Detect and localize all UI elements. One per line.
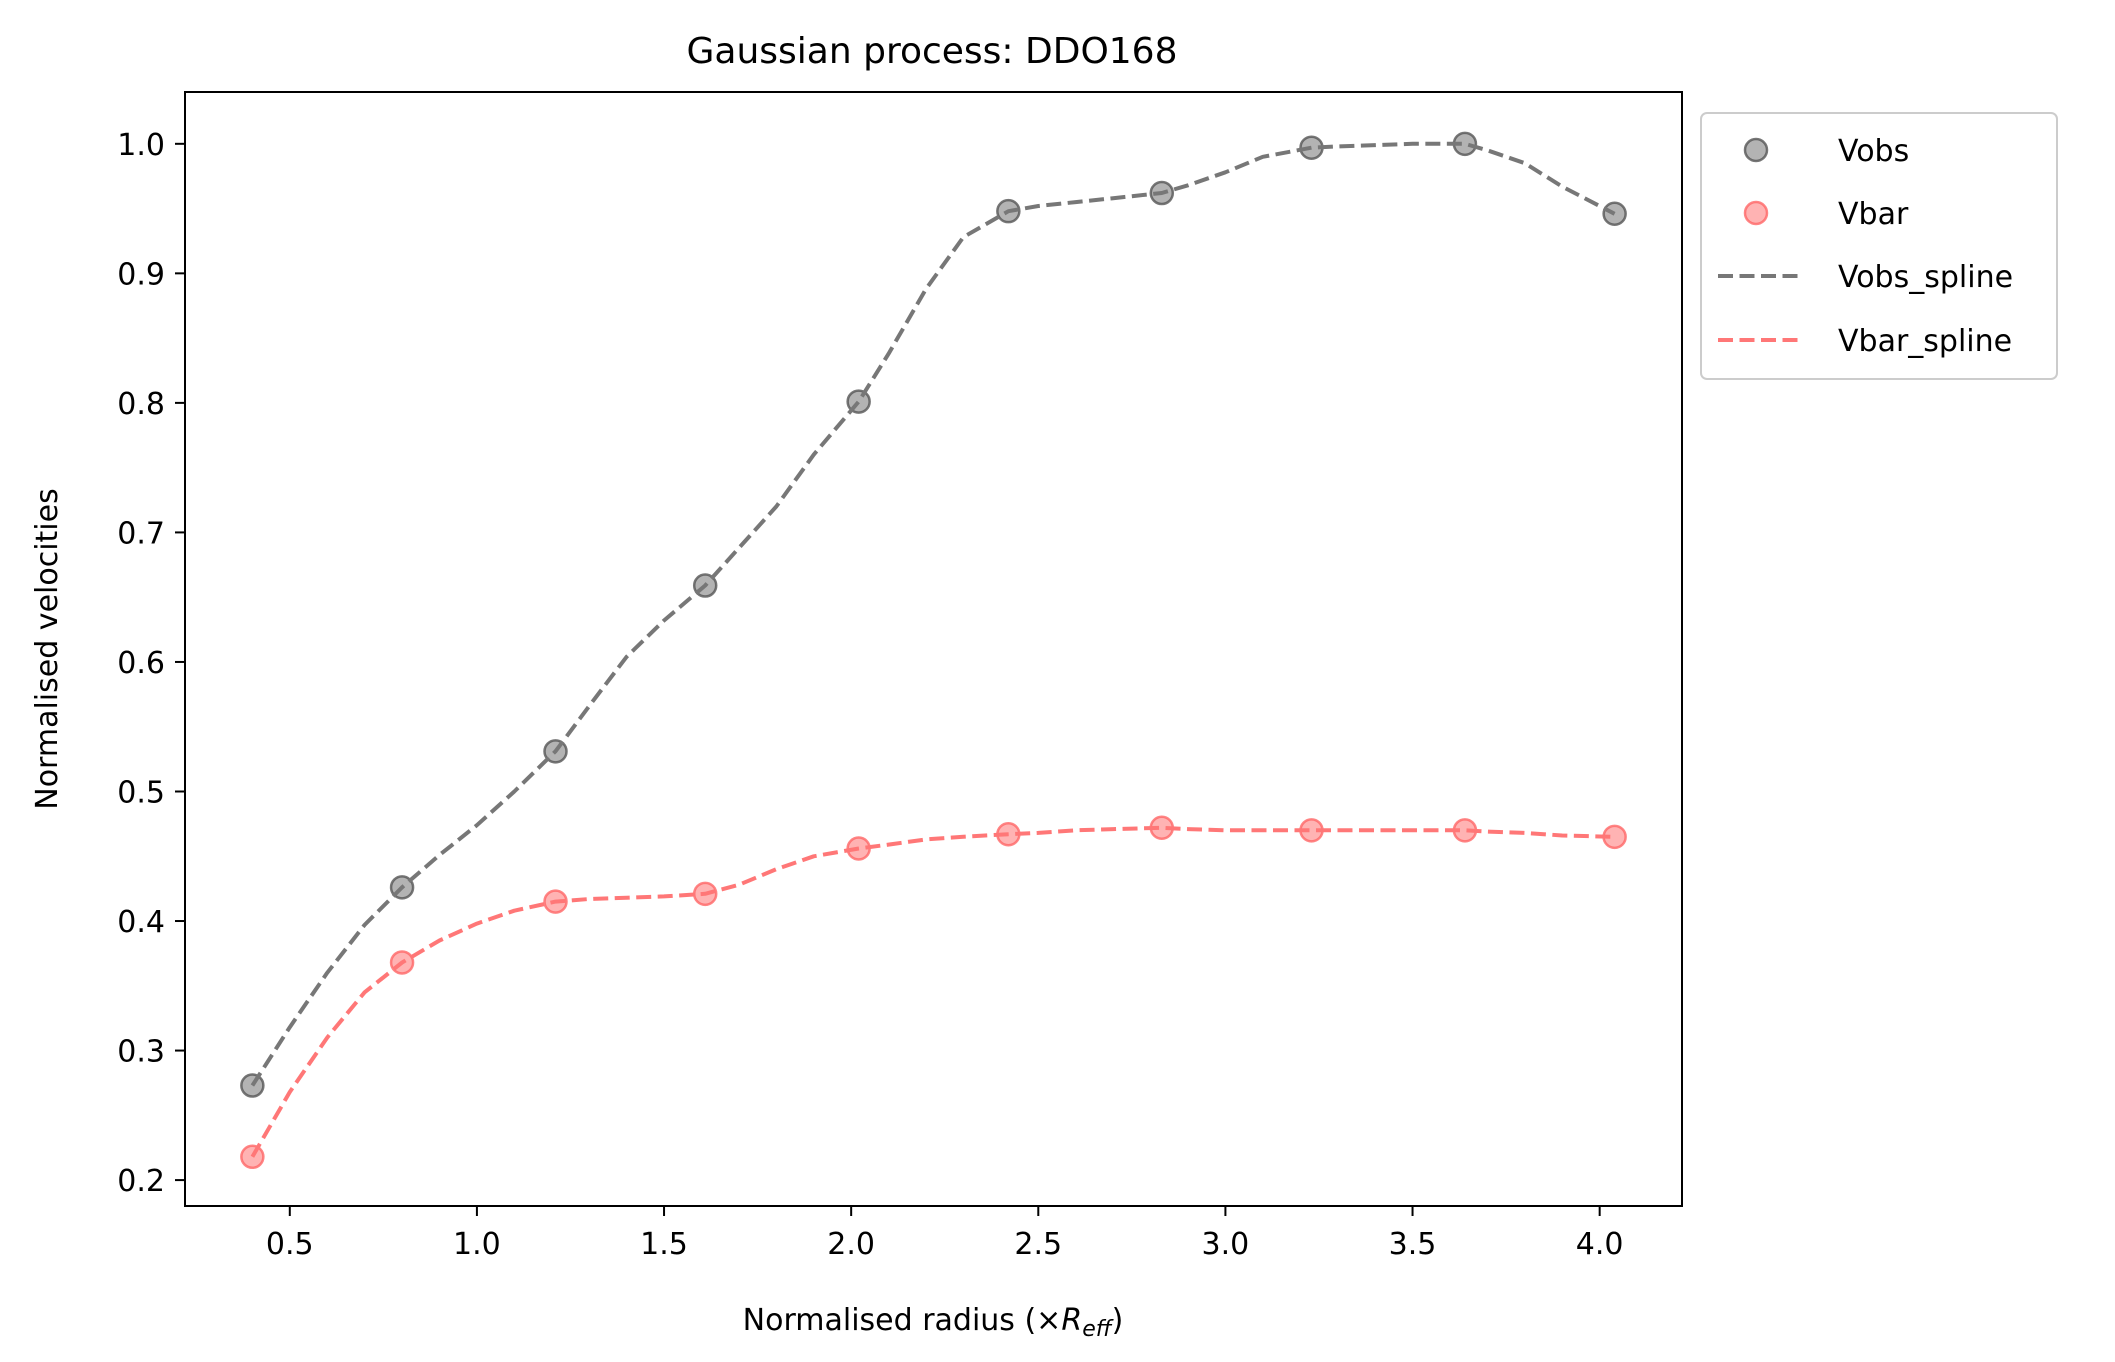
x-tick-label: 2.0 [827,1227,875,1262]
y-tick-label: 0.6 [117,646,165,681]
y-tick-label: 0.7 [117,516,165,551]
legend-box [1700,112,2058,380]
chart-title: Gaussian process: DDO168 [686,31,1177,72]
y-axis-label: Normalised velocities [30,488,65,809]
y-tick-label: 0.9 [117,257,165,292]
x-axis-label: Normalised radius (×Reff) [743,1303,1124,1342]
y-tick-label: 0.3 [117,1035,165,1070]
x-tick-label: 0.5 [266,1227,314,1262]
legend-label-vobs: Vobs [1838,134,1909,169]
legend-marker-vbar [1743,200,1769,226]
y-tick-label: 0.5 [117,775,165,810]
legend: Vobs Vbar Vobs_spline Vbar_spline [1700,112,2058,380]
legend-marker-vobs [1743,137,1769,163]
plot-frame [184,91,1683,1207]
legend-label-vbar: Vbar [1838,197,1909,232]
x-tick-label: 1.0 [453,1227,501,1262]
y-tick-label: 0.4 [117,905,165,940]
vobs-spline-line [250,141,1616,1087]
vbar-spline-line [250,825,1615,1158]
vobs-point [1602,201,1627,227]
legend-label-vobs-spline: Vobs_spline [1838,260,2013,295]
x-tick-label: 2.5 [1014,1227,1062,1262]
x-tick-label: 1.5 [640,1227,688,1262]
vobs-point [240,1073,265,1098]
series-vobs-points [240,131,1627,1098]
legend-label-vbar-spline: Vbar_spline [1838,324,2012,359]
y-tick-label: 1.0 [117,128,165,163]
x-tick-label: 4.0 [1576,1227,1624,1262]
legend-entries: Vobs Vbar Vobs_spline Vbar_spline [1718,134,2013,359]
series-layer [240,131,1627,1170]
y-tick-label: 0.2 [117,1164,165,1199]
x-tick-label: 3.5 [1389,1227,1437,1262]
x-axis-ticks: 0.5 1.0 1.5 2.0 2.5 3.0 3.5 4.0 [266,1206,1624,1262]
y-axis-ticks: 0.2 0.3 0.4 0.5 0.6 0.7 0.8 0.9 1.0 [117,128,185,1199]
y-tick-label: 0.8 [117,387,165,422]
x-tick-label: 3.0 [1202,1227,1250,1262]
